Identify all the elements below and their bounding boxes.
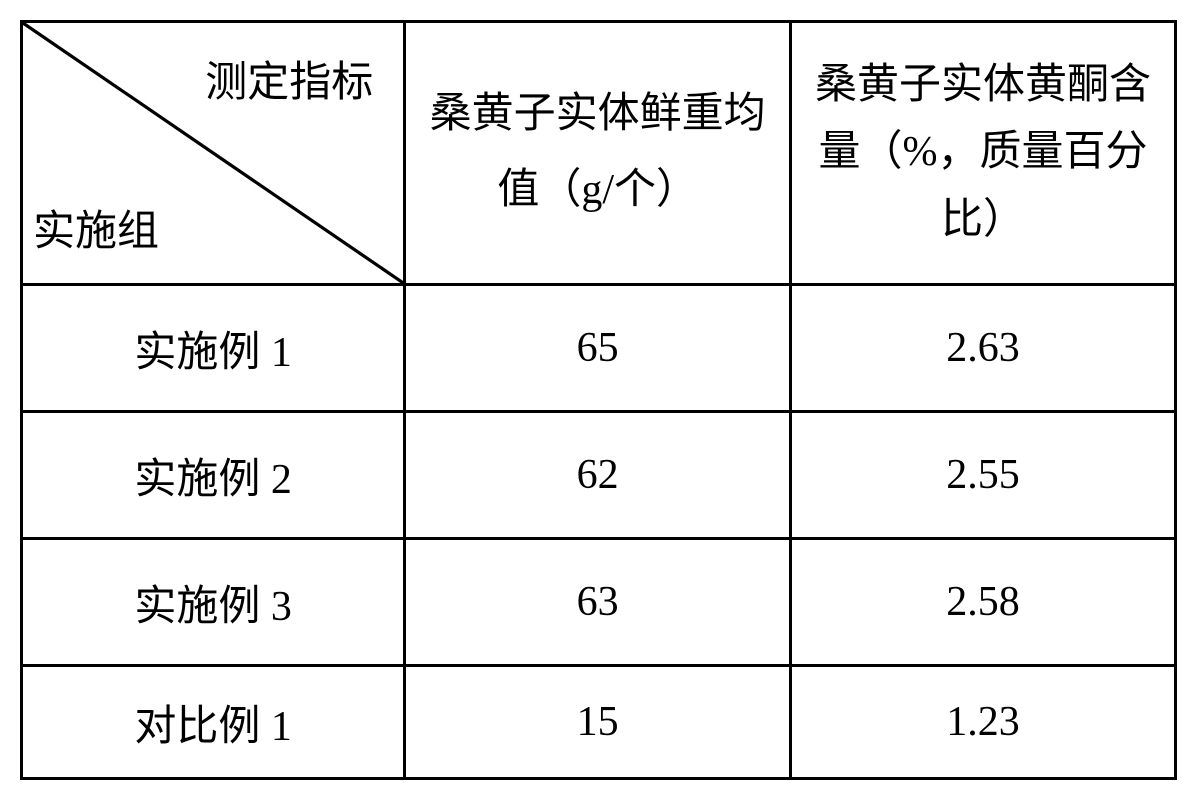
diagonal-header-cell: 测定指标 实施组 [22, 22, 405, 285]
table-row: 实施例 3 63 2.58 [22, 539, 1176, 666]
cell-fresh-weight: 65 [405, 285, 791, 412]
cell-fresh-weight: 62 [405, 412, 791, 539]
cell-flavonoid: 1.23 [791, 666, 1176, 779]
cell-flavonoid: 2.58 [791, 539, 1176, 666]
header-top-label: 测定指标 [205, 48, 373, 109]
table-row: 实施例 1 65 2.63 [22, 285, 1176, 412]
header-bottom-label: 实施组 [33, 197, 159, 258]
row-label: 实施例 1 [22, 285, 405, 412]
header-col-3: 桑黄子实体黄酮含量（%，质量百分比） [791, 22, 1176, 285]
data-table-container: 测定指标 实施组 桑黄子实体鲜重均值（g/个） 桑黄子实体黄酮含量（%，质量百分… [20, 20, 1177, 780]
cell-fresh-weight: 63 [405, 539, 791, 666]
cell-flavonoid: 2.55 [791, 412, 1176, 539]
row-label: 实施例 3 [22, 539, 405, 666]
row-label: 实施例 2 [22, 412, 405, 539]
row-label: 对比例 1 [22, 666, 405, 779]
data-table: 测定指标 实施组 桑黄子实体鲜重均值（g/个） 桑黄子实体黄酮含量（%，质量百分… [20, 20, 1177, 780]
cell-fresh-weight: 15 [405, 666, 791, 779]
table-row: 对比例 1 15 1.23 [22, 666, 1176, 779]
header-row: 测定指标 实施组 桑黄子实体鲜重均值（g/个） 桑黄子实体黄酮含量（%，质量百分… [22, 22, 1176, 285]
cell-flavonoid: 2.63 [791, 285, 1176, 412]
table-row: 实施例 2 62 2.55 [22, 412, 1176, 539]
header-col-2: 桑黄子实体鲜重均值（g/个） [405, 22, 791, 285]
